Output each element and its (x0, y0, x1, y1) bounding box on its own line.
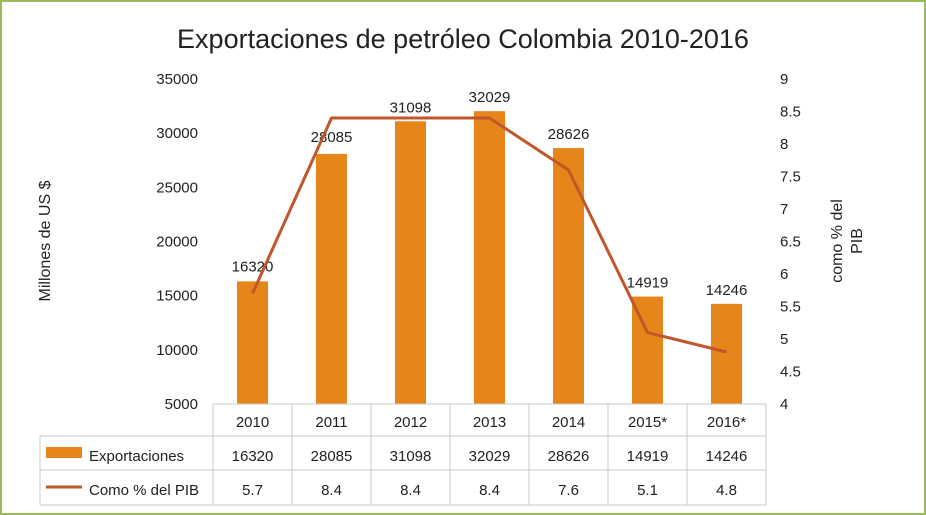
table-cell-exportaciones: 28085 (311, 448, 353, 465)
bar-data-label: 28626 (548, 126, 590, 143)
category-label: 2014 (552, 414, 585, 431)
y2-axis-title: como % del PIB (829, 199, 866, 283)
table-cell-pib: 8.4 (321, 482, 342, 499)
y-axis-title-text: Millones de US $ (37, 180, 54, 301)
y2-tick-label: 8.5 (780, 104, 801, 121)
category-label: 2013 (473, 414, 506, 431)
table-cell-exportaciones: 32029 (469, 448, 511, 465)
table-cell-exportaciones: 28626 (548, 448, 590, 465)
y2-tick-label: 6.5 (780, 234, 801, 251)
table-cell-exportaciones: 31098 (390, 448, 432, 465)
y-axis-title: Millones de US $ (37, 180, 54, 301)
category-label: 2011 (315, 414, 347, 431)
y2-tick-label: 5.5 (780, 299, 801, 316)
category-label: 2015* (628, 414, 667, 431)
bar-2010 (237, 281, 268, 404)
y-tick-label: 20000 (156, 234, 198, 251)
y-tick-label: 15000 (156, 288, 198, 305)
y-tick-label: 35000 (156, 71, 198, 88)
bar-data-label: 14246 (706, 282, 748, 299)
bar-2013 (474, 111, 505, 404)
y2-tick-label: 4 (780, 396, 788, 413)
category-label: 2012 (394, 414, 427, 431)
y2-tick-label: 4.5 (780, 364, 801, 381)
y2-tick-label: 7 (780, 201, 788, 218)
bar-2016 (711, 303, 742, 404)
bar-data-label: 32029 (469, 89, 511, 106)
table-cell-exportaciones: 14246 (706, 448, 748, 465)
legend-key-exportaciones (46, 447, 82, 458)
y2-axis-title-line: como % del (829, 199, 846, 283)
bar-series (237, 111, 742, 404)
y-axis-ticks: 35000 30000 25000 20000 15000 10000 5000 (156, 71, 198, 413)
legend-label-exportaciones: Exportaciones (89, 448, 184, 465)
y2-tick-label: 7.5 (780, 169, 801, 186)
line-series (251, 116, 727, 354)
bar-2011 (316, 153, 347, 404)
y-tick-label: 25000 (156, 179, 198, 196)
y2-tick-label: 9 (780, 71, 788, 88)
table-cell-pib: 4.8 (716, 482, 737, 499)
table-cell-pib: 7.6 (558, 482, 579, 499)
bar-data-label: 14919 (627, 275, 669, 292)
table-cell-pib: 5.7 (242, 482, 263, 499)
data-table: 2010 16320 5.7 2011 28085 8.4 2012 31098 8.4 2013… (39, 403, 767, 506)
table-cell-pib: 5.1 (637, 482, 658, 499)
bar-data-label: 31098 (390, 99, 432, 116)
bar-data-label: 28085 (311, 129, 353, 146)
bar-2014 (553, 148, 584, 404)
line-como-pib (251, 116, 727, 354)
table-cell-exportaciones: 14919 (627, 448, 669, 465)
legend-label-como-pib: Como % del PIB (89, 482, 199, 499)
y-tick-label: 30000 (156, 125, 198, 142)
chart-title: Exportaciones de petróleo Colombia 2010-… (177, 24, 749, 54)
y2-tick-label: 6 (780, 266, 788, 283)
y-tick-label: 10000 (156, 342, 198, 359)
category-label: 2010 (236, 414, 269, 431)
table-cell-pib: 8.4 (400, 482, 421, 499)
y2-axis-ticks: 9 8.5 8 7.5 7 6.5 6 5.5 5 4.5 4 (780, 71, 801, 413)
y2-tick-label: 8 (780, 136, 788, 153)
category-label: 2016* (707, 414, 746, 431)
y-tick-label: 5000 (165, 396, 198, 413)
bar-2012 (395, 121, 426, 404)
table-cell-pib: 8.4 (479, 482, 500, 499)
table-cell-exportaciones: 16320 (232, 448, 274, 465)
y2-axis-title-line: PIB (849, 228, 866, 254)
y2-tick-label: 5 (780, 331, 788, 348)
